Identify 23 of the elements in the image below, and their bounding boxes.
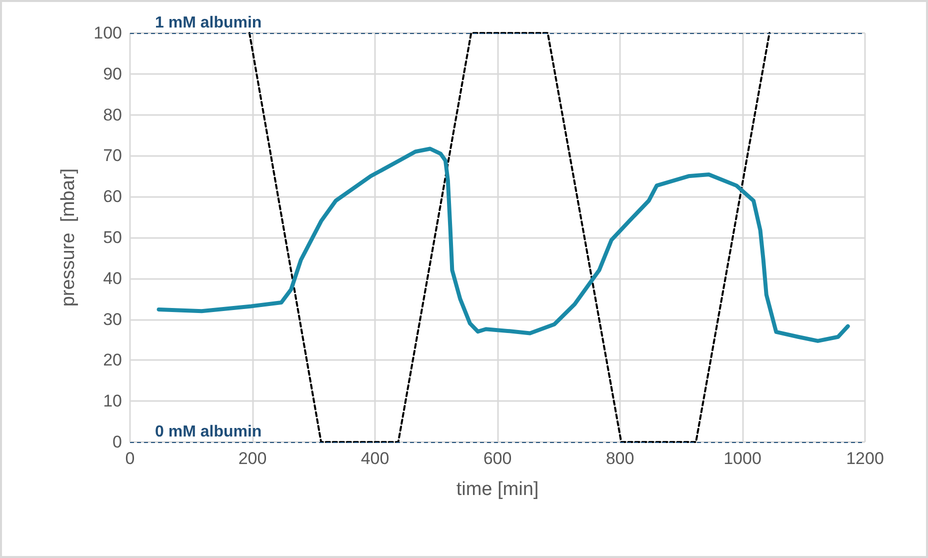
- y-tick-label: 30: [103, 310, 122, 329]
- y-tick-label: 50: [103, 228, 122, 247]
- ref-line-label: 1 mM albumin: [155, 14, 262, 32]
- y-tick-label: 10: [103, 392, 122, 411]
- ref-line-label: 0 mM albumin: [155, 424, 262, 440]
- x-tick-label: 800: [606, 449, 634, 468]
- x-tick-label: 600: [483, 449, 512, 468]
- y-tick-label: 40: [103, 268, 122, 288]
- y-tick-label: 100: [94, 24, 122, 42]
- x-tick-label: 1200: [846, 449, 884, 468]
- y-tick-label: 60: [103, 187, 122, 206]
- x-tick-label: 0: [125, 449, 135, 468]
- x-tick-label: 1000: [724, 449, 762, 468]
- line-series: [156, 146, 850, 343]
- y-tick-label: 80: [103, 105, 122, 124]
- y-tick-label: 0: [112, 432, 122, 452]
- x-tick-label: 400: [360, 449, 390, 468]
- y-tick-label: 20: [103, 350, 122, 370]
- y-axis-title: pressure [mbar]: [58, 168, 79, 307]
- y-tick-label: 90: [103, 64, 122, 84]
- x-tick-label: 200: [238, 449, 267, 468]
- x-axis-title: time [min]: [456, 479, 539, 500]
- y-tick-label: 70: [103, 146, 122, 166]
